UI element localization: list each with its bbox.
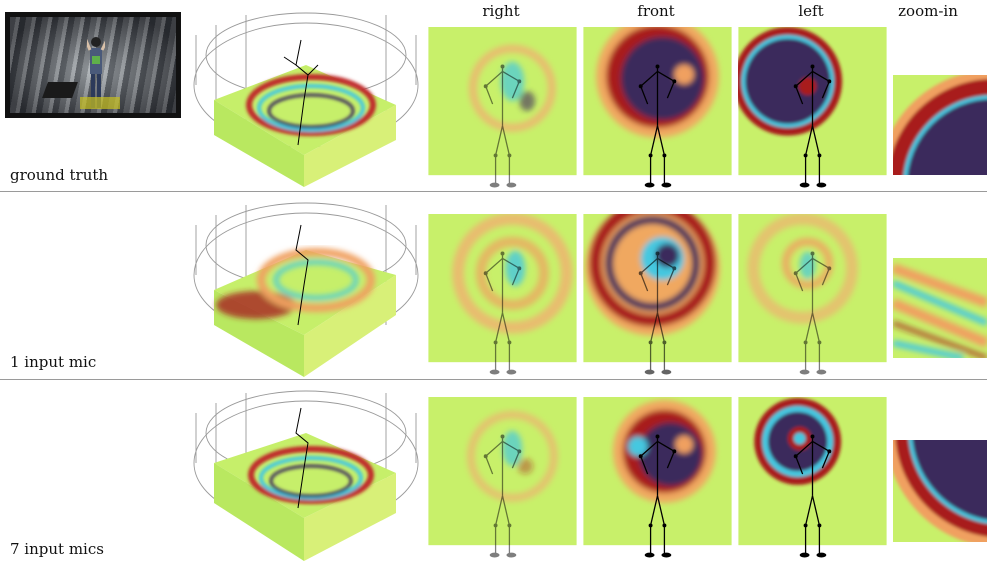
field-view-right-ground-truth: [428, 27, 577, 190]
zoom-in-ground-truth: [893, 75, 987, 175]
3d-field-view-1-input-mic: [186, 195, 426, 380]
column-header-zoom-in: zoom-in: [898, 2, 958, 20]
field-view-left-7-input-mics: [738, 397, 887, 560]
field-view-right-1-input-mic: [428, 214, 577, 377]
column-header-right: right: [482, 2, 520, 20]
zoom-in-1-input-mic: [893, 258, 987, 358]
row-separator: [0, 379, 987, 380]
capture-photo: [5, 12, 181, 118]
field-view-right-7-input-mics: [428, 397, 577, 560]
field-view-front-ground-truth: [583, 27, 732, 190]
3d-field-view-7-input-mics: [186, 383, 426, 563]
field-view-left-ground-truth: [738, 27, 887, 190]
person-figure: [87, 37, 105, 108]
field-view-front-7-input-mics: [583, 397, 732, 560]
field-view-front-1-input-mic: [583, 214, 732, 377]
row-label-1-input-mic: 1 input mic: [10, 353, 97, 371]
row-label-ground-truth: ground truth: [10, 166, 109, 184]
3d-field-view-ground-truth: [186, 5, 426, 190]
column-header-front: front: [637, 2, 675, 20]
field-view-left-1-input-mic: [738, 214, 887, 377]
row-separator: [0, 191, 987, 192]
row-label-7-input-mics: 7 input mics: [10, 540, 104, 558]
column-header-left: left: [798, 2, 824, 20]
zoom-in-7-input-mics: [893, 440, 987, 542]
